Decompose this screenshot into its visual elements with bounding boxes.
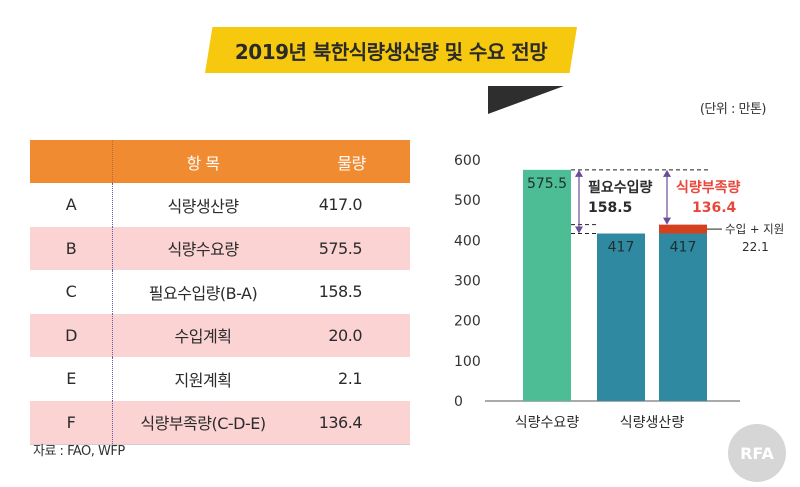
shortage-label: 식량부족량 [676,180,741,196]
import-needed-arrow-head-up [575,169,583,177]
row-amount: 2.1 [338,369,362,389]
title-banner-tail [488,86,564,114]
row-amount: 417.0 [318,195,363,215]
y-tick-label: 200 [454,314,481,330]
row-item: 식량부족량(C-D-E) [112,400,293,445]
table-row: E 지원계획 2.1 [30,357,410,401]
row-amount: 136.4 [293,400,410,445]
annotations: 필요수입량 158.5 식량부족량 136.4 수입 + 지원 22.1 [571,169,784,254]
y-tick-label: 600 [454,153,481,169]
row-item: 식량생산량 [167,196,239,216]
bar-value-label: 575.5 [527,176,567,192]
row-code: B [30,226,113,270]
table-header-code [30,140,113,183]
row-code: F [30,400,113,445]
bar-stack-import-aid [659,224,707,234]
x-axis-labels: 식량수요량 식량생산량 [515,415,685,431]
row-amount: 158.5 [318,282,363,302]
row-code: C [30,270,113,314]
table-header-item: 항 목 [112,140,293,183]
bar-value-label: 417 [670,240,697,256]
row-item: 수입계획 [112,313,293,357]
table-header-row: 항 목 물량 [30,140,410,183]
y-axis: 0 100 200 300 400 500 600 [454,153,481,410]
import-needed-label: 필요수입량 [588,179,653,196]
x-tick-label: 식량수요량 [515,415,580,431]
x-tick-label: 식량생산량 [620,415,685,431]
import-aid-label: 수입 + 지원 [725,222,784,236]
bar [659,233,707,401]
table-row: C 필요수입량(B-A) 158.5 [30,270,410,314]
y-tick-label: 0 [454,394,463,410]
row-code: A [30,183,113,227]
row-code: E [30,357,113,401]
shortage-arrow-head-up [663,169,671,177]
table-row: D 수입계획 20.0 [30,313,410,357]
row-item: 지원계획 [174,370,232,390]
bar [597,233,645,401]
row-amount: 20.0 [293,313,410,357]
table-row: F 식량부족량(C-D-E) 136.4 [30,400,410,445]
import-needed-value: 158.5 [588,200,632,216]
import-aid-value: 22.1 [742,240,769,254]
unit-label: (단위 : 만톤) [699,102,767,117]
row-item: 필요수입량(B-A) [148,283,258,303]
title-banner: 2019년 북한식량생산량 및 수요 전망 [205,27,577,114]
food-data-table: 항 목 물량 A 식량생산량 417.0 B 식량수요량 575.5 C 필요수… [30,140,410,445]
row-item: 식량수요량 [112,226,293,270]
y-tick-label: 300 [454,274,481,290]
import-needed-arrow-head-down [575,226,583,234]
row-amount: 575.5 [293,226,410,270]
shortage-value: 136.4 [692,200,737,216]
food-chart: 0 100 200 300 400 500 600 575.5 417 417 필요수입량 158… [454,153,784,431]
bar-value-label: 417 [608,240,635,256]
y-tick-label: 500 [454,193,481,209]
table-header-amount: 물량 [293,140,410,183]
row-code: D [30,313,113,357]
y-tick-label: 100 [454,354,481,370]
page-title: 2019년 북한식량생산량 및 수요 전망 [205,27,577,73]
table-row: A 식량생산량 417.0 [30,183,410,227]
y-tick-label: 400 [454,233,481,249]
bar [523,169,571,401]
source-note: 자료 : FAO, WFP [33,444,125,459]
bars: 575.5 417 417 [523,169,707,401]
shortage-arrow-head-down [663,217,671,225]
rfa-logo: RFA [728,424,786,482]
table-row: B 식량수요량 575.5 [30,226,410,270]
